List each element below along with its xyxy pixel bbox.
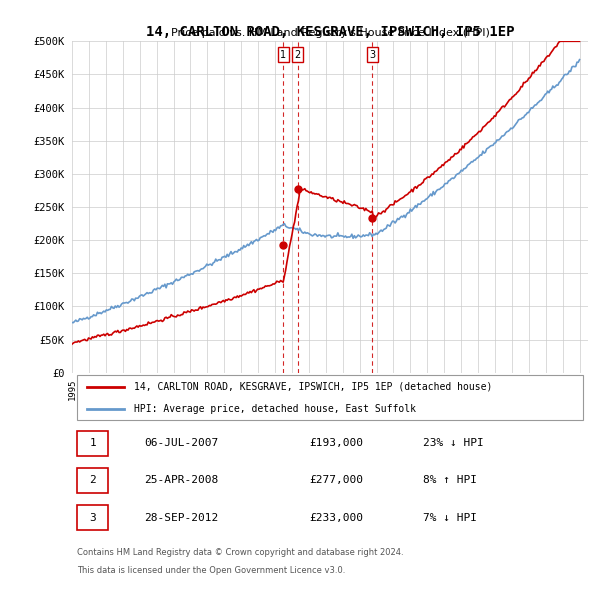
Text: 7% ↓ HPI: 7% ↓ HPI [423, 513, 477, 523]
Text: Price paid vs. HM Land Registry's House Price Index (HPI): Price paid vs. HM Land Registry's House … [170, 28, 490, 38]
FancyBboxPatch shape [77, 431, 108, 456]
Text: 3: 3 [89, 513, 96, 523]
FancyBboxPatch shape [77, 505, 108, 530]
FancyBboxPatch shape [77, 375, 583, 420]
Text: 28-SEP-2012: 28-SEP-2012 [144, 513, 218, 523]
Text: 06-JUL-2007: 06-JUL-2007 [144, 438, 218, 448]
Text: £277,000: £277,000 [310, 476, 364, 486]
Text: Contains HM Land Registry data © Crown copyright and database right 2024.: Contains HM Land Registry data © Crown c… [77, 548, 404, 558]
FancyBboxPatch shape [77, 468, 108, 493]
Text: 2: 2 [295, 50, 301, 60]
Text: 1: 1 [89, 438, 96, 448]
Text: 2: 2 [89, 476, 96, 486]
Text: 23% ↓ HPI: 23% ↓ HPI [423, 438, 484, 448]
Text: 8% ↑ HPI: 8% ↑ HPI [423, 476, 477, 486]
Text: 14, CARLTON ROAD, KESGRAVE, IPSWICH, IP5 1EP (detached house): 14, CARLTON ROAD, KESGRAVE, IPSWICH, IP5… [134, 382, 492, 392]
Text: HPI: Average price, detached house, East Suffolk: HPI: Average price, detached house, East… [134, 404, 416, 414]
Text: £193,000: £193,000 [310, 438, 364, 448]
Text: 25-APR-2008: 25-APR-2008 [144, 476, 218, 486]
Text: 1: 1 [280, 50, 287, 60]
Text: £233,000: £233,000 [310, 513, 364, 523]
Text: This data is licensed under the Open Government Licence v3.0.: This data is licensed under the Open Gov… [77, 566, 346, 575]
Title: 14, CARLTON ROAD, KESGRAVE, IPSWICH, IP5 1EP: 14, CARLTON ROAD, KESGRAVE, IPSWICH, IP5… [146, 25, 514, 39]
Text: 3: 3 [369, 50, 376, 60]
